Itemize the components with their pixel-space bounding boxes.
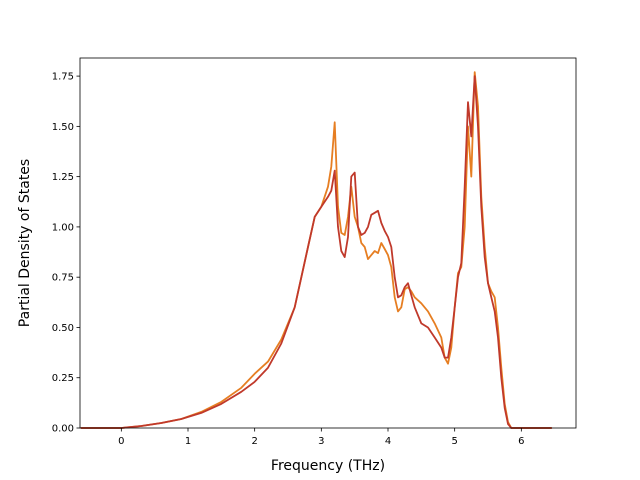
x-tick-label: 1 [185,436,191,447]
x-tick-label: 2 [251,436,257,447]
y-tick-label: 0.00 [52,424,74,435]
plot-area [80,58,576,428]
y-axis-label: Partial Density of States [17,159,33,327]
x-axis-ticks: 0 1 2 3 4 5 6 [118,428,525,447]
y-tick-label: 1.50 [52,122,74,133]
series-line-2 [80,75,553,429]
y-tick-label: 0.25 [52,373,74,384]
y-tick-label: 1.25 [52,172,74,183]
y-tick-label: 1.75 [52,72,74,83]
series-group [80,71,553,429]
y-axis-ticks: 0.00 0.25 0.50 0.75 1.00 1.25 1.50 1.75 [52,72,80,435]
plot-frame [79,57,577,429]
x-tick-label: 4 [385,436,391,447]
y-tick-label: 0.50 [52,323,74,334]
x-axis-label: Frequency (THz) [271,458,385,474]
x-tick-label: 3 [318,436,324,447]
x-tick-label: 6 [518,436,524,447]
y-tick-label: 0.75 [52,273,74,284]
y-tick-label: 1.00 [52,222,74,233]
x-tick-label: 0 [118,436,124,447]
x-tick-label: 5 [451,436,457,447]
